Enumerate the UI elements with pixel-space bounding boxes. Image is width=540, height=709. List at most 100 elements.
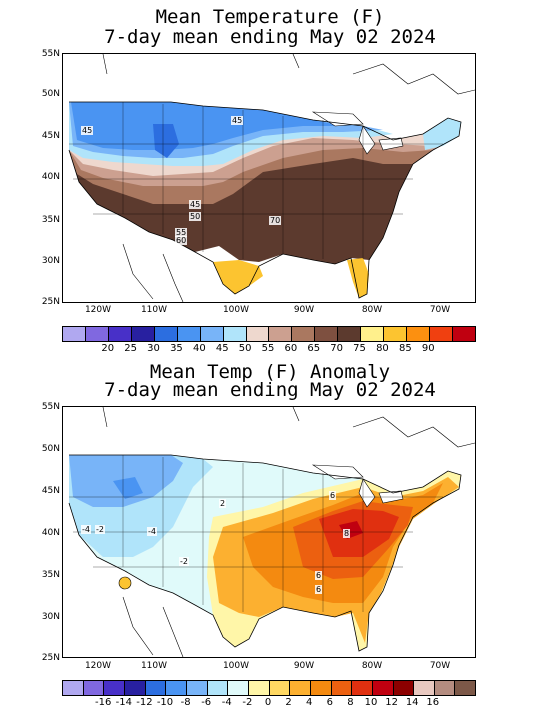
top-contour-label: 45 xyxy=(81,126,94,135)
bottom-map: -4 -2 -4 -2 2 6 6 8 6 xyxy=(62,406,476,658)
colorbar-swatch xyxy=(222,327,246,341)
colorbar-label: 4 xyxy=(306,697,313,708)
bottom-lon-label: 110W xyxy=(140,661,168,671)
colorbar-label: -4 xyxy=(221,697,232,708)
mean-temperature-panel: Mean Temperature (F) 7-day mean ending M… xyxy=(41,7,476,354)
top-lon-label: 110W xyxy=(140,305,168,315)
colorbar-swatch xyxy=(309,681,331,695)
bottom-lat-label: 35N xyxy=(41,570,60,580)
bottom-contour-label: 8 xyxy=(343,529,351,538)
top-contour-label: 70 xyxy=(269,216,282,225)
colorbar-label: -6 xyxy=(201,697,212,708)
bottom-contour-label: -4 xyxy=(81,525,91,534)
colorbar-swatch xyxy=(392,681,414,695)
bottom-contour-label: 6 xyxy=(315,571,323,580)
bottom-lon-label: 70W xyxy=(429,661,451,671)
bottom-contour-label: -2 xyxy=(95,525,105,534)
colorbar-label: 40 xyxy=(192,343,206,354)
bottom-title-line1: Mean Temp (F) Anomaly xyxy=(149,361,391,383)
colorbar-label: 8 xyxy=(347,697,354,708)
bottom-lon-label: 90W xyxy=(293,661,315,671)
colorbar-swatch xyxy=(268,327,292,341)
colorbar-swatch xyxy=(103,681,124,695)
colorbar-swatch xyxy=(454,681,476,695)
colorbar-label: 14 xyxy=(405,697,419,708)
top-lat-label: 30N xyxy=(41,256,60,266)
top-lat-label: 55N xyxy=(41,49,60,59)
top-lon-label: 80W xyxy=(361,305,383,315)
top-map-graphic xyxy=(68,54,475,302)
colorbar-swatch xyxy=(433,681,455,695)
top-lat-label: 40N xyxy=(41,172,60,182)
colorbar-swatch xyxy=(360,327,384,341)
colorbar-label: 2 xyxy=(285,697,292,708)
colorbar-label: 10 xyxy=(364,697,378,708)
colorbar-label: 45 xyxy=(215,343,229,354)
top-lon-label: 70W xyxy=(429,305,451,315)
colorbar-label: 70 xyxy=(330,343,344,354)
colorbar-swatch xyxy=(429,327,452,341)
top-contour-label: 45 xyxy=(231,116,244,125)
top-title-line2: 7-day mean ending May 02 2024 xyxy=(104,26,436,48)
top-lat-label: 25N xyxy=(41,297,60,307)
top-lat-label: 50N xyxy=(41,89,60,99)
colorbar-swatch xyxy=(227,681,248,695)
top-lat-label: 45N xyxy=(41,131,60,141)
colorbar-swatch xyxy=(144,681,166,695)
bottom-colorbar xyxy=(62,680,476,696)
bottom-title-line2: 7-day mean ending May 02 2024 xyxy=(104,379,436,401)
colorbar-label: 20 xyxy=(101,343,115,354)
colorbar-label: 50 xyxy=(238,343,252,354)
top-contour-label: 55 xyxy=(175,228,188,237)
colorbar-label: 80 xyxy=(376,343,389,354)
bottom-map-graphic xyxy=(68,407,475,657)
temperature-anomaly-panel: Mean Temp (F) Anomaly 7-day mean ending … xyxy=(0,355,540,709)
colorbar-label: 60 xyxy=(284,343,298,354)
colorbar-swatch xyxy=(291,327,315,341)
colorbar-swatch xyxy=(206,681,228,695)
bottom-lat-label: 40N xyxy=(41,528,60,538)
colorbar-label: -2 xyxy=(242,697,253,708)
bottom-contour-label: -4 xyxy=(147,527,157,536)
bottom-lat-label: 50N xyxy=(41,444,60,454)
bottom-contour-label: 6 xyxy=(329,491,337,500)
colorbar-label: 90 xyxy=(421,343,435,354)
colorbar-swatch xyxy=(199,327,223,341)
colorbar-label: 75 xyxy=(353,343,366,354)
colorbar-swatch xyxy=(245,327,269,341)
colorbar-swatch xyxy=(289,681,310,695)
top-lon-label: 90W xyxy=(293,305,315,315)
top-contour-label: 50 xyxy=(189,212,202,221)
colorbar-label: 25 xyxy=(124,343,138,354)
colorbar-label: -14 xyxy=(115,697,132,708)
colorbar-swatch xyxy=(351,681,372,695)
colorbar-swatch xyxy=(383,327,407,341)
colorbar-label: 6 xyxy=(326,697,333,708)
top-contour-label: 45 xyxy=(189,200,202,209)
top-lon-label: 100W xyxy=(222,305,250,315)
colorbar-swatch xyxy=(337,327,361,341)
colorbar-swatch xyxy=(413,681,434,695)
bottom-lat-label: 30N xyxy=(41,612,60,622)
colorbar-label: 30 xyxy=(147,343,160,354)
colorbar-label: 35 xyxy=(170,343,183,354)
top-colorbar xyxy=(62,326,476,342)
colorbar-swatch xyxy=(451,327,475,341)
colorbar-label: 12 xyxy=(385,697,398,708)
bottom-lon-label: 100W xyxy=(222,661,250,671)
colorbar-label: 55 xyxy=(261,343,275,354)
colorbar-swatch xyxy=(165,681,186,695)
colorbar-swatch xyxy=(82,681,104,695)
top-map: 45 45 45 50 55 60 70 xyxy=(62,53,476,303)
colorbar-swatch xyxy=(153,327,177,341)
colorbar-label: 0 xyxy=(264,697,272,708)
colorbar-swatch xyxy=(176,327,200,341)
colorbar-swatch xyxy=(406,327,429,341)
colorbar-swatch xyxy=(371,681,393,695)
bottom-contour-label: -2 xyxy=(179,557,189,566)
colorbar-swatch xyxy=(185,681,207,695)
bottom-lon-label: 80W xyxy=(361,661,383,671)
bottom-lon-label: 120W xyxy=(84,661,112,671)
top-lat-label: 35N xyxy=(41,215,60,225)
colorbar-label: 16 xyxy=(426,697,440,708)
